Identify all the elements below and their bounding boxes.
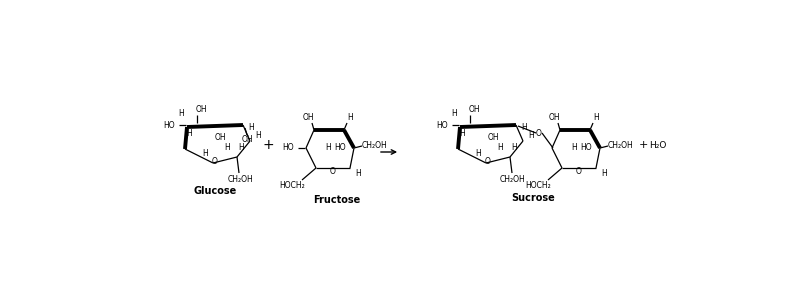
- Text: H: H: [593, 114, 599, 123]
- Text: H: H: [178, 108, 184, 117]
- Text: CH₂OH: CH₂OH: [227, 175, 253, 184]
- Text: +: +: [262, 138, 274, 152]
- Text: H: H: [347, 114, 353, 123]
- Text: H: H: [521, 123, 527, 132]
- Text: HO: HO: [580, 144, 592, 152]
- Text: H: H: [224, 144, 230, 152]
- Text: OH: OH: [214, 133, 226, 143]
- Text: OH: OH: [302, 114, 314, 123]
- Text: OH: OH: [195, 106, 207, 115]
- Text: H: H: [255, 131, 261, 140]
- Text: H: H: [186, 128, 192, 137]
- Text: H: H: [355, 168, 361, 177]
- Text: H: H: [497, 144, 503, 152]
- Text: H: H: [511, 144, 517, 152]
- Text: H: H: [238, 144, 244, 152]
- Text: HO: HO: [163, 120, 175, 129]
- Text: OH: OH: [468, 106, 480, 115]
- Text: +: +: [638, 140, 648, 150]
- Text: OH: OH: [487, 133, 499, 143]
- Text: H: H: [451, 108, 457, 117]
- Text: OH: OH: [241, 135, 253, 144]
- Text: CH₂OH: CH₂OH: [361, 141, 387, 151]
- Text: Sucrose: Sucrose: [511, 193, 555, 203]
- Text: Fructose: Fructose: [314, 195, 361, 205]
- Text: O: O: [330, 168, 336, 176]
- Text: H: H: [459, 128, 465, 137]
- Text: CH₂OH: CH₂OH: [500, 175, 526, 184]
- Text: H: H: [325, 144, 331, 152]
- Text: O: O: [485, 156, 491, 165]
- Text: OH: OH: [548, 114, 560, 123]
- Text: H: H: [248, 123, 254, 132]
- Text: HO: HO: [334, 144, 346, 152]
- Text: H: H: [601, 168, 607, 177]
- Text: HO: HO: [436, 120, 448, 129]
- Text: O: O: [576, 168, 582, 176]
- Text: O: O: [536, 128, 542, 137]
- Text: Glucose: Glucose: [194, 186, 237, 196]
- Text: H: H: [202, 148, 208, 157]
- Text: HOCH₂: HOCH₂: [279, 180, 305, 189]
- Text: CH₂OH: CH₂OH: [607, 141, 633, 151]
- Text: H: H: [475, 148, 481, 157]
- Text: H₂O: H₂O: [650, 140, 666, 149]
- Text: H: H: [528, 131, 534, 140]
- Text: HOCH₂: HOCH₂: [525, 180, 551, 189]
- Text: O: O: [212, 156, 218, 165]
- Text: HO: HO: [282, 144, 294, 152]
- Text: H: H: [571, 144, 577, 152]
